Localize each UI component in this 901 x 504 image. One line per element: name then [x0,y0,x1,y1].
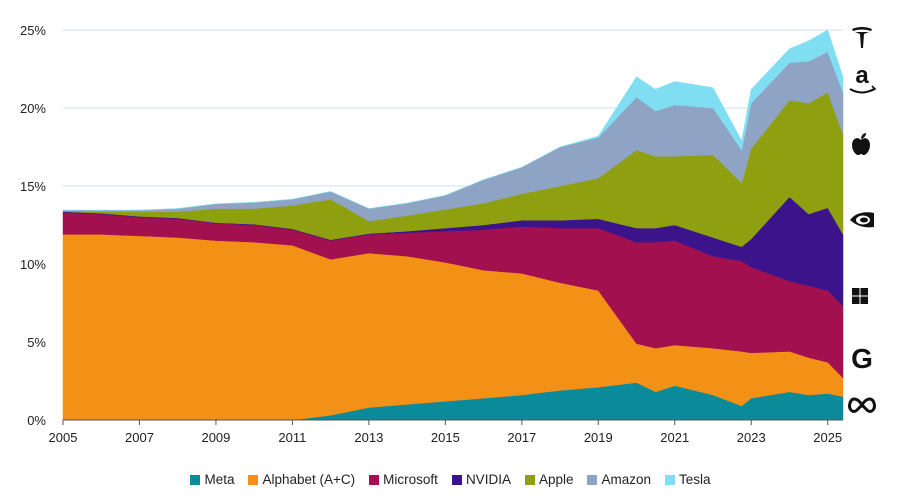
x-tick-label: 2017 [507,430,536,445]
x-tick-label: 2015 [431,430,460,445]
area-series [62,29,844,421]
amazon-logo: a [849,62,877,94]
x-tick-label: 2005 [49,430,78,445]
legend-swatch [190,474,201,485]
legend-label: NVIDIA [465,472,511,487]
y-tick-label: 0% [27,413,46,428]
legend-swatch [451,474,462,485]
legend-item-nvidia: NVIDIA [451,472,511,487]
x-tick-label: 2025 [813,430,842,445]
legend-item-alphabet: Alphabet (A+C) [248,472,355,487]
y-tick-label: 20% [20,101,46,116]
apple-logo [852,133,870,155]
legend-item-meta: Meta [190,472,234,487]
y-tick-label: 5% [27,335,46,350]
legend-swatch [587,474,598,485]
stacked-area-chart: 0% 5% 10% 15% 20% 25% 2005 2007 2009 2011 2013 2015… [20,23,877,445]
legend-item-microsoft: Microsoft [369,472,438,487]
legend-label: Amazon [601,472,652,487]
legend-item-apple: Apple [524,472,574,487]
x-tick-label: 2013 [354,430,383,445]
legend: Meta Alphabet (A+C) Microsoft NVIDIA App… [0,472,901,487]
axes: 0% 5% 10% 15% 20% 25% 2005 2007 2009 2011 2013 2015… [20,23,843,445]
legend-label: Microsoft [383,472,438,487]
legend-item-amazon: Amazon [587,472,651,487]
x-tick-label: 2011 [278,430,306,445]
microsoft-logo [852,288,868,304]
x-tick-label: 2009 [201,430,230,445]
y-tick-label: 10% [20,257,46,272]
legend-label: Meta [204,472,235,487]
nvidia-logo [850,212,874,228]
x-tick-label: 2007 [125,430,154,445]
company-logos: a G [848,27,877,413]
google-logo: G [851,343,873,374]
legend-swatch [665,474,676,485]
legend-label: Alphabet (A+C) [262,472,356,487]
x-tick-label: 2019 [584,430,613,445]
legend-swatch [248,474,259,485]
legend-label: Apple [538,472,574,487]
y-tick-label: 25% [20,23,46,38]
svg-text:a: a [855,62,869,89]
y-tick-label: 15% [20,179,46,194]
svg-text:G: G [851,343,873,374]
x-tick-label: 2023 [737,430,766,445]
legend-item-tesla: Tesla [665,472,711,487]
x-tick-label: 2021 [660,430,689,445]
legend-label: Tesla [679,472,711,487]
legend-swatch [369,474,380,485]
legend-swatch [524,474,535,485]
area-tesla [63,29,844,211]
tesla-logo [852,27,872,48]
meta-logo [848,397,876,413]
